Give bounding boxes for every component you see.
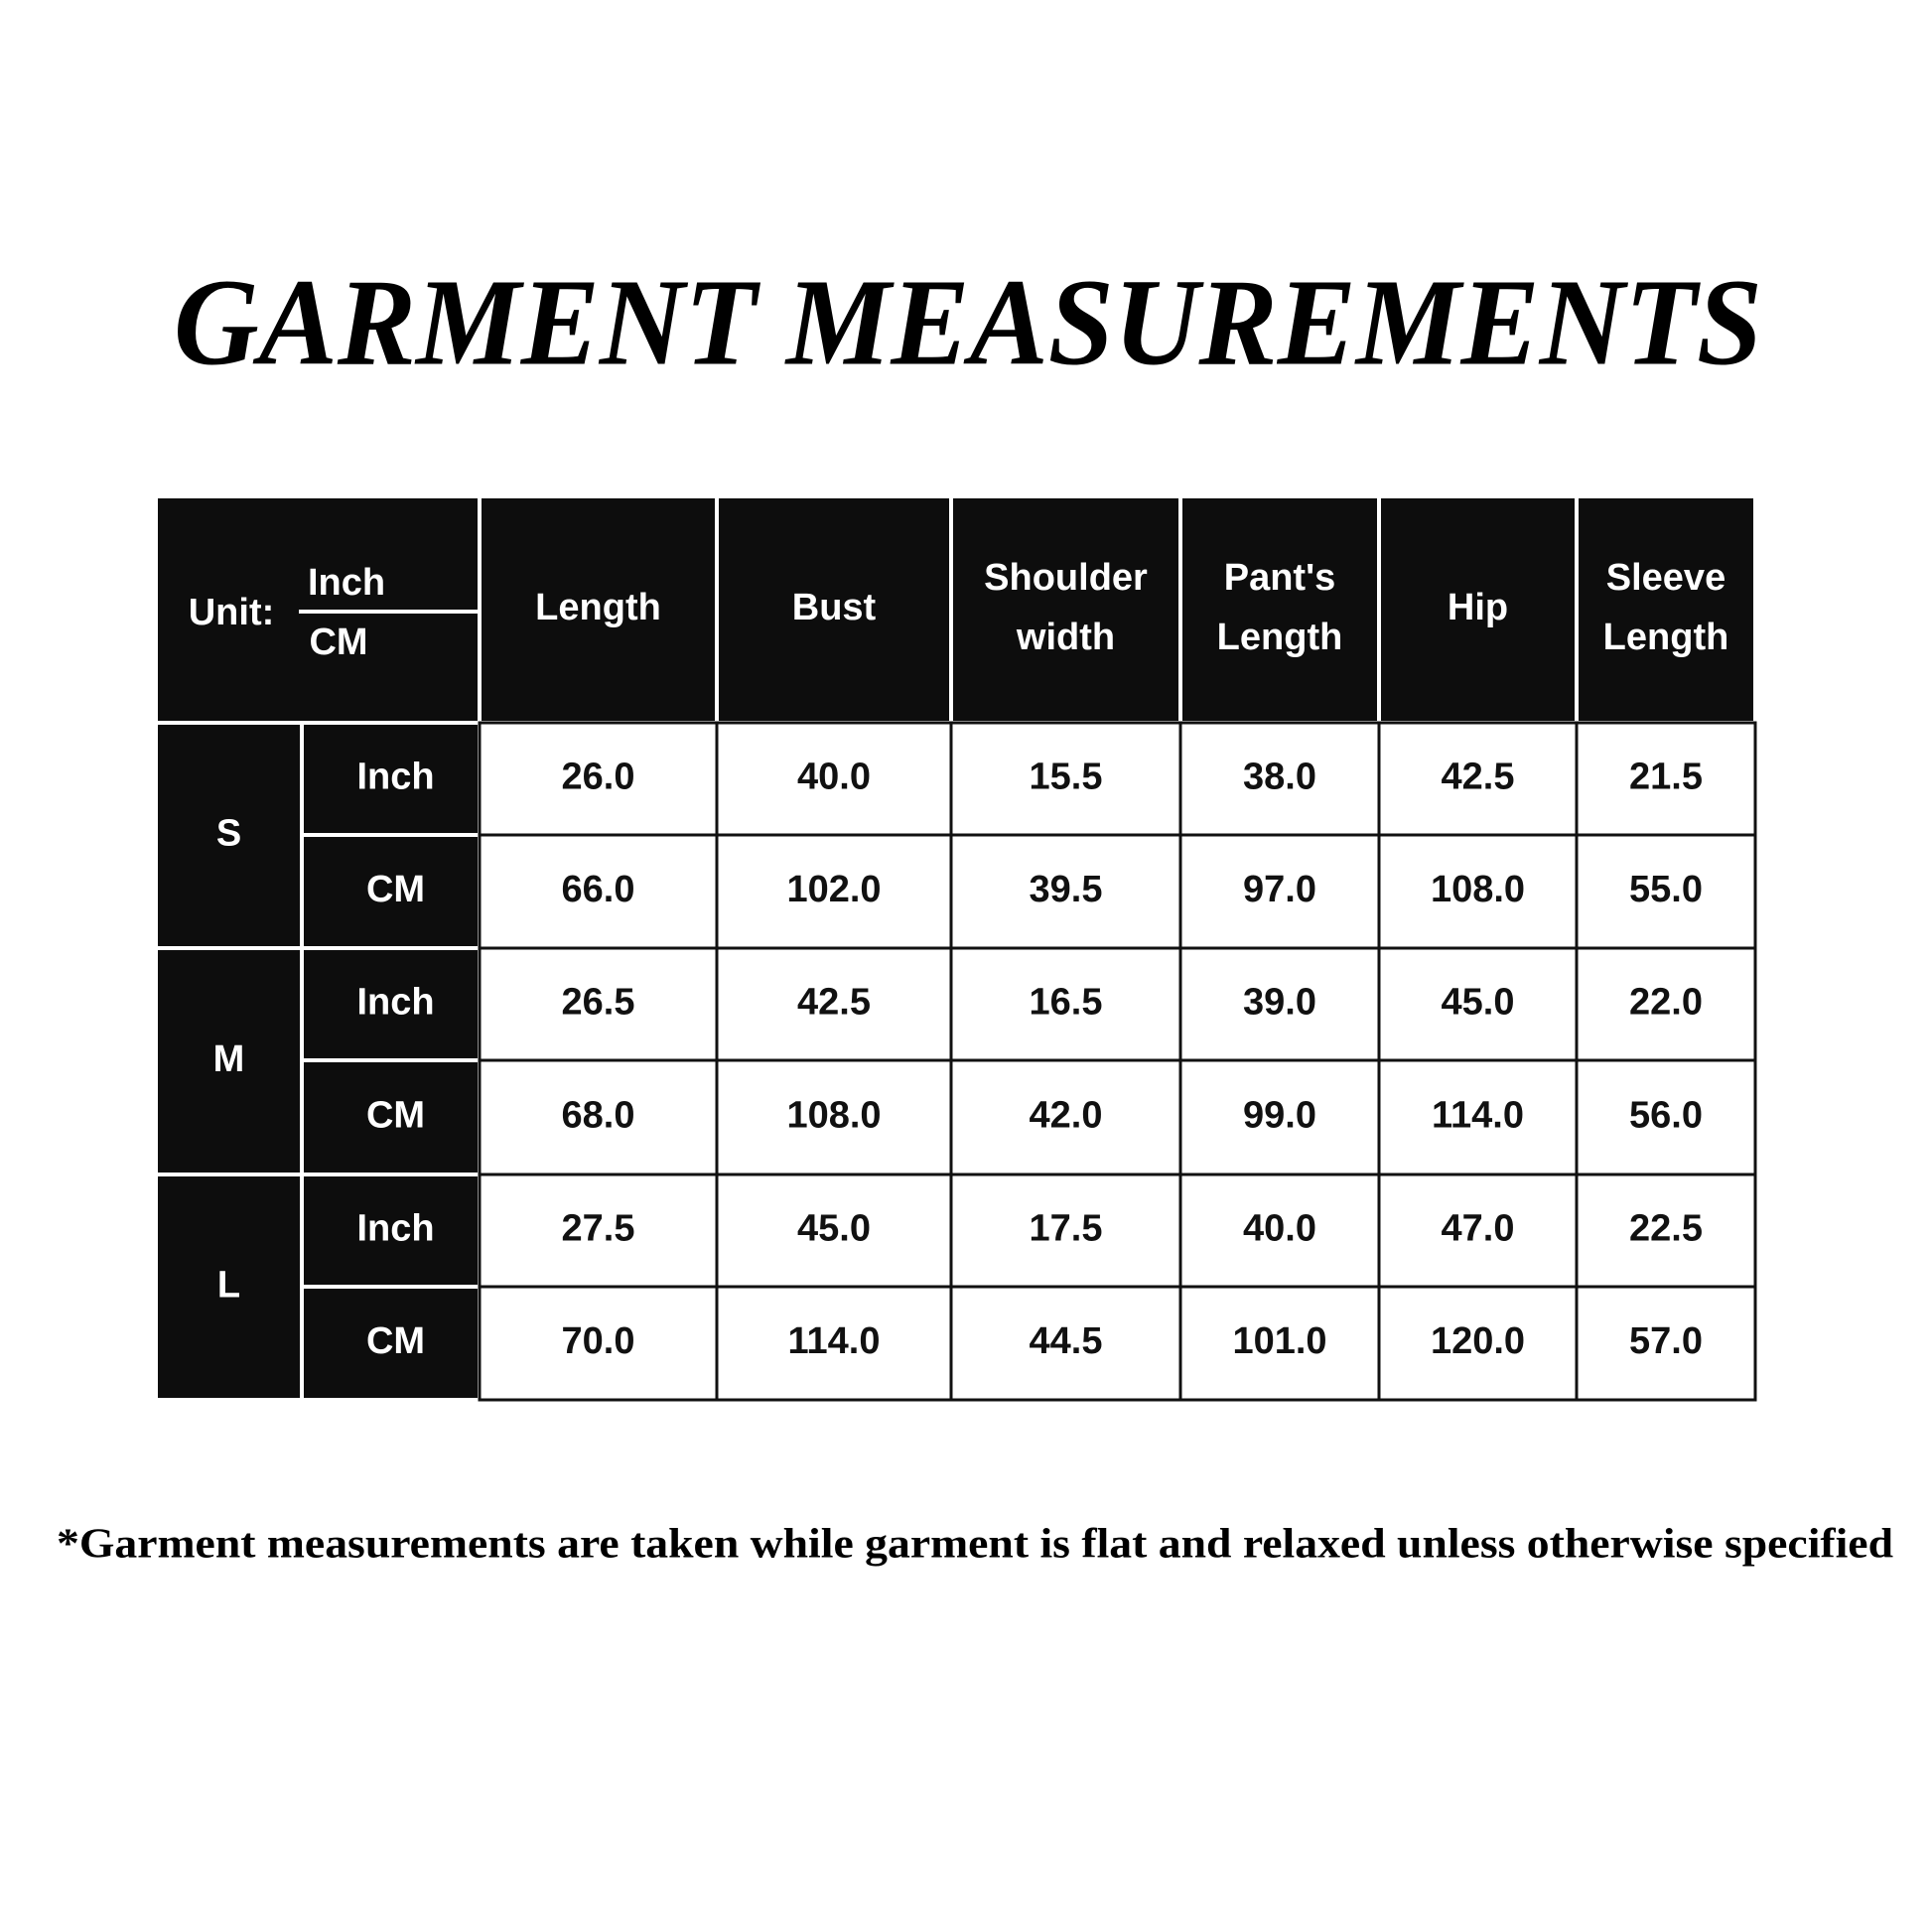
measurement: 38.0: [1243, 757, 1316, 798]
data-cell: [1377, 721, 1579, 837]
unit-top: Inch: [308, 562, 385, 604]
measurement: 99.0: [1243, 1095, 1316, 1137]
row-unit: Inch: [356, 757, 434, 798]
measurement: 70.0: [562, 1320, 635, 1362]
data-cell: [478, 1058, 719, 1176]
header-cell: [158, 725, 300, 946]
header-cell: [304, 1062, 478, 1173]
data-cell: [478, 1285, 719, 1402]
measurement: 45.0: [1442, 982, 1515, 1024]
measurement: 26.0: [562, 757, 635, 798]
unit-bottom: CM: [309, 621, 367, 663]
measurement: 68.0: [562, 1095, 635, 1137]
column-header: Shoulder width: [984, 557, 1148, 658]
header-cell: [482, 498, 715, 721]
measurement: 22.5: [1629, 1208, 1703, 1250]
measurement: 101.0: [1232, 1320, 1326, 1362]
header-cell: [719, 498, 949, 721]
measurement: 47.0: [1442, 1208, 1515, 1250]
header-cell: [304, 1176, 478, 1285]
header-cell: [158, 1176, 300, 1398]
row-unit: CM: [366, 1320, 425, 1362]
measurement: 108.0: [1431, 869, 1525, 910]
header-cell: [304, 950, 478, 1058]
data-cell: [1575, 946, 1757, 1062]
measurement: 57.0: [1629, 1320, 1703, 1362]
data-cell: [1575, 1285, 1757, 1402]
measurement: 66.0: [562, 869, 635, 910]
header-cell: [304, 1289, 478, 1398]
data-cell: [1575, 721, 1757, 837]
data-cell: [949, 1173, 1182, 1289]
column-header: Pant's Length: [1217, 557, 1343, 658]
measurement: 45.0: [797, 1208, 871, 1250]
title: GARMENT MEASUREMENTS: [174, 255, 1762, 392]
data-cell: [949, 721, 1182, 837]
measurement: 44.5: [1030, 1320, 1103, 1362]
measurement: 108.0: [786, 1095, 881, 1137]
data-cell: [949, 833, 1182, 950]
measurement: 97.0: [1243, 869, 1316, 910]
data-cell: [1377, 1285, 1579, 1402]
measurement: 42.5: [1442, 757, 1515, 798]
header-cell: [304, 725, 478, 833]
measurement: 15.5: [1030, 757, 1103, 798]
data-cell: [715, 946, 953, 1062]
measurement: 40.0: [797, 757, 871, 798]
header-cell: [1381, 498, 1575, 721]
data-cell: [1575, 1058, 1757, 1176]
header-cell: [1579, 498, 1753, 721]
data-cell: [1575, 1173, 1757, 1289]
measurement: 22.0: [1629, 982, 1703, 1024]
row-unit: CM: [366, 869, 425, 910]
header-cell: [953, 498, 1178, 721]
column-header: Bust: [792, 587, 877, 628]
measurement: 21.5: [1629, 757, 1703, 798]
measurement: 39.5: [1030, 869, 1103, 910]
measurement: 26.5: [562, 982, 635, 1024]
data-cell: [715, 1058, 953, 1176]
data-cell: [949, 1285, 1182, 1402]
column-header: Sleeve Length: [1603, 557, 1729, 658]
measurement: 40.0: [1243, 1208, 1316, 1250]
measurement: 55.0: [1629, 869, 1703, 910]
measurement: 42.0: [1030, 1095, 1103, 1137]
data-cell: [478, 721, 719, 837]
measurement: 17.5: [1030, 1208, 1103, 1250]
row-unit: Inch: [356, 982, 434, 1024]
header-cell: [1182, 498, 1377, 721]
size-label: M: [213, 1038, 245, 1080]
unit-label: Unit:: [189, 592, 275, 633]
header-cell: [158, 950, 300, 1173]
measurement: 56.0: [1629, 1095, 1703, 1137]
row-unit: Inch: [356, 1208, 434, 1250]
measurement: 120.0: [1431, 1320, 1525, 1362]
measurement: 114.0: [788, 1320, 881, 1362]
header-cell: [304, 837, 478, 946]
measurement: 39.0: [1243, 982, 1316, 1024]
data-cell: [1178, 721, 1381, 837]
data-cell: [715, 1173, 953, 1289]
column-header: Hip: [1448, 587, 1508, 628]
size-label: S: [216, 813, 241, 855]
data-cell: [1377, 1173, 1579, 1289]
measurement: 114.0: [1432, 1095, 1524, 1137]
measurement: 42.5: [797, 982, 871, 1024]
size-label: L: [217, 1265, 240, 1307]
row-unit: CM: [366, 1095, 425, 1137]
data-cell: [1178, 833, 1381, 950]
footnote: *Garment measurements are taken while ga…: [57, 1522, 1893, 1568]
measurement: 27.5: [562, 1208, 635, 1250]
column-header: Length: [535, 587, 661, 628]
measurement: 102.0: [786, 869, 881, 910]
measurement: 16.5: [1030, 982, 1103, 1024]
data-cell: [949, 1058, 1182, 1176]
